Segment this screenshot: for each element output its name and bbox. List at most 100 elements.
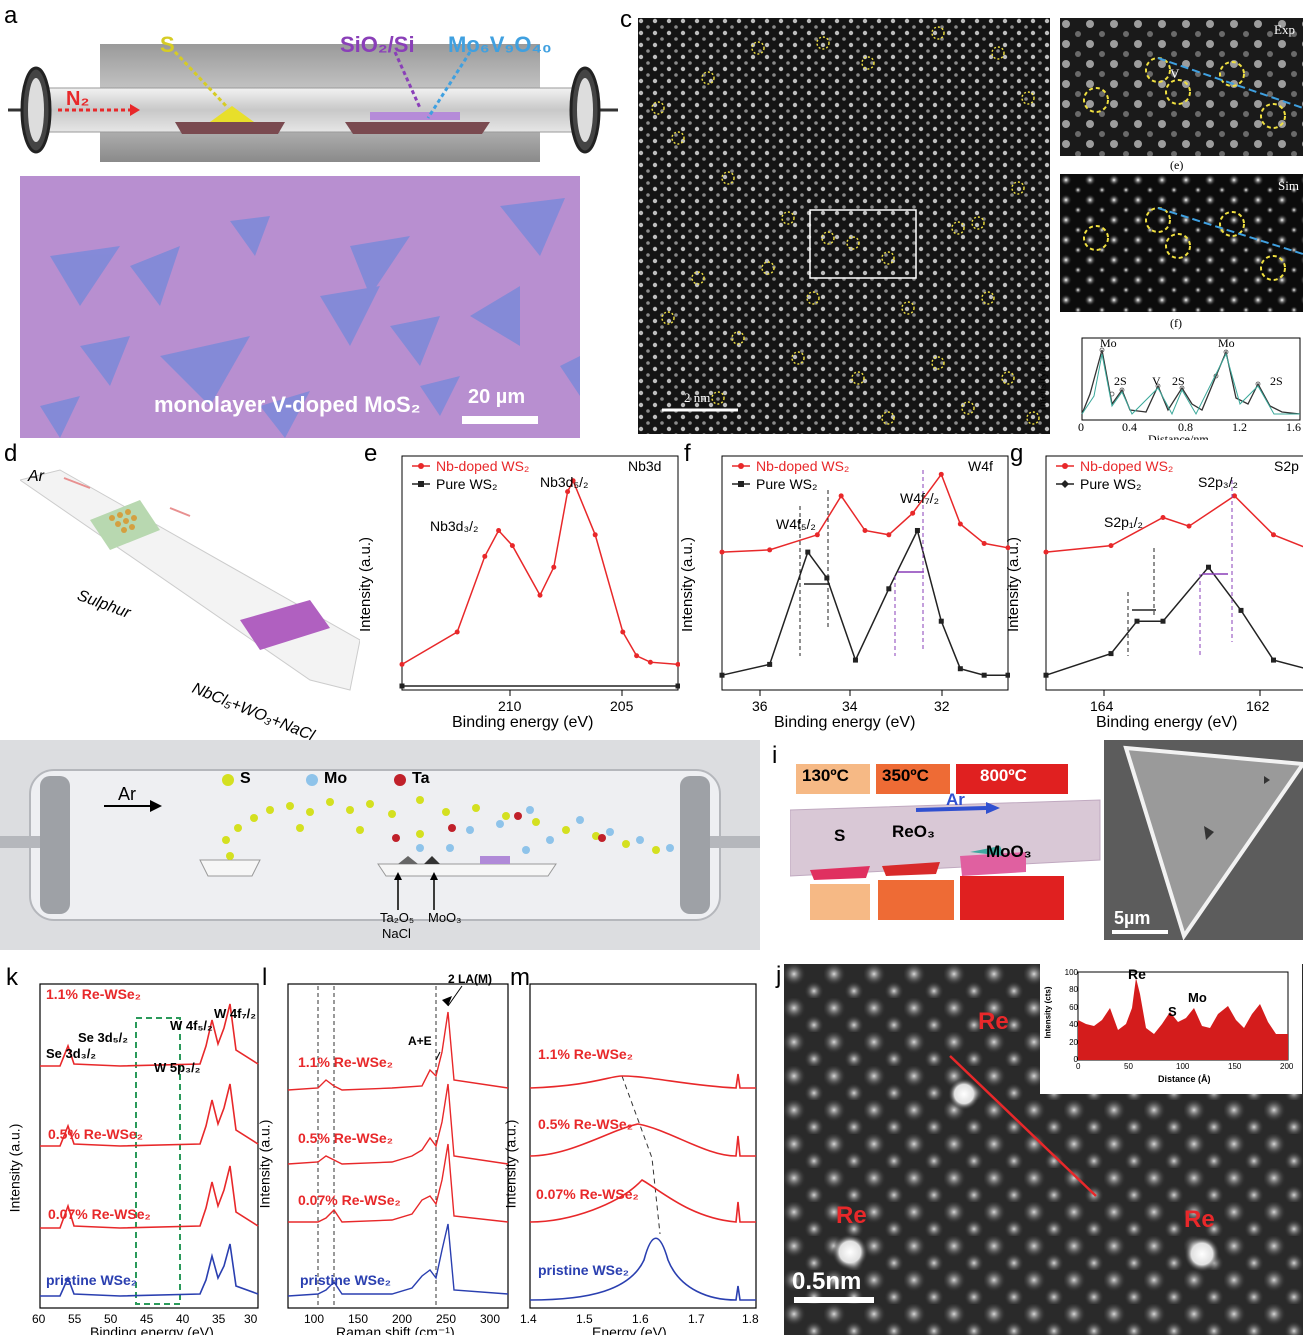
panel-letter-m: m: [510, 964, 530, 991]
panel-g-chart: [1043, 455, 1303, 696]
data-point: [620, 629, 626, 635]
data-point: [1160, 618, 1166, 624]
panel-m-xtick: 1.6: [632, 1312, 649, 1326]
data-point: [938, 471, 944, 477]
panel-j-inset-xtick: 150: [1228, 1062, 1242, 1071]
data-point: [1271, 657, 1276, 663]
panel-e-legend-nb: Nb-doped WS₂: [436, 458, 530, 474]
data-point: [805, 549, 811, 555]
panel-c-sim-label: Sim: [1278, 178, 1299, 193]
panel-letter-j: j: [776, 962, 782, 989]
panel-k-sample-4: pristine WSe₂: [46, 1272, 138, 1288]
panel-j-inset-xtick: 50: [1124, 1062, 1133, 1071]
data-point: [1005, 545, 1010, 551]
panel-i-temp-1: 130ºC: [802, 766, 849, 785]
panel-letter-e: e: [364, 440, 378, 467]
data-point: [454, 629, 460, 635]
panel-c-stem: 2 nm: [638, 18, 1050, 434]
panel-j-inset-ytick: 40: [1069, 1020, 1078, 1029]
panel-c-profile-peak-mo2: Mo: [1218, 336, 1235, 350]
data-point: [886, 532, 892, 538]
data-point: [838, 493, 844, 499]
panel-letter-f: f: [684, 440, 691, 467]
data-point: [1108, 543, 1114, 549]
panel-c-exp-label: Exp: [1274, 22, 1295, 37]
panel-g-xtick-164: 164: [1090, 698, 1114, 714]
panel-f-xtick-36: 36: [752, 698, 768, 714]
panel-c-profile-peak-v: V: [1152, 374, 1161, 388]
series-nb-doped: [1045, 494, 1303, 553]
panel-c-profile-xtick: 1.6: [1286, 420, 1301, 434]
panel-j-inset-chart: [1077, 971, 1289, 1061]
panel-c-profile-xtick: 0.4: [1122, 420, 1137, 434]
panel-j-inset-label-mo: Mo: [1188, 990, 1207, 1005]
panel-f-tag: W4f: [968, 458, 993, 474]
panel-h-moo3-label: MoO₃: [428, 910, 462, 925]
data-point: [719, 672, 725, 678]
panel-c-profile-peak-2s1: 2S: [1114, 374, 1127, 388]
panel-c-label-f: (f): [1170, 316, 1182, 330]
panel-c-profile-ylabel: Intensity/a.u.: [1036, 353, 1049, 411]
panel-m-xtick: 1.7: [688, 1312, 705, 1326]
data-point: [981, 672, 987, 678]
data-point: [767, 661, 773, 667]
panel-l-peak-2la: 2 LA(M): [448, 972, 492, 986]
panel-c-profile-xtick: 0.8: [1178, 420, 1193, 434]
panel-k-xtick: 30: [244, 1312, 258, 1326]
panel-a-n2-label: N₂: [66, 88, 90, 110]
panel-letter-k: k: [6, 964, 18, 991]
panel-g-peak-2: S2p₃/₂: [1198, 474, 1238, 490]
panel-j-inset-ytick: 80: [1069, 985, 1078, 994]
panel-m-ylabel: Intensity (a.u.): [502, 1119, 519, 1209]
panel-c-profile-peak-mo1: Mo: [1100, 336, 1117, 350]
panel-m-sample-2: 0.5% Re-WSe₂: [538, 1116, 633, 1132]
data-point: [675, 661, 680, 667]
panel-f-ylabel: Intensity (a.u.): [679, 536, 697, 633]
panel-j-stem: Re Re Re 0.5nm Intensity (cts) Re S Mo 1…: [784, 964, 1303, 1335]
data-point: [565, 489, 571, 495]
panel-k-xtick: 50: [104, 1312, 118, 1326]
panel-l-sample-3: 0.07% Re-WSe₂: [298, 1192, 401, 1208]
panel-j-re-label-1: Re: [978, 1008, 1009, 1035]
panel-l-ylabel: Intensity (a.u.): [256, 1119, 273, 1209]
panel-l-sample-2: 0.5% Re-WSe₂: [298, 1130, 393, 1146]
panel-e-peak-2: Nb3d₅/₂: [540, 474, 589, 490]
panel-a-s-label: S: [160, 32, 175, 57]
panel-c-profile-peak-2s2: 2S: [1172, 374, 1185, 388]
panel-j-scale-label: 0.5nm: [792, 1268, 862, 1295]
data-point: [981, 540, 987, 546]
panel-e-xtick-210: 210: [498, 698, 522, 714]
panel-j-inset-ytick: 20: [1069, 1038, 1078, 1047]
data-point: [647, 659, 653, 665]
panel-k-peak-w5p32: W 5p₃/₂: [154, 1060, 201, 1075]
data-point: [1232, 493, 1237, 499]
panel-k-xtick: 55: [68, 1312, 82, 1326]
panel-h-legend-s: S: [240, 770, 251, 787]
panel-m-sample-1: 1.1% Re-WSe₂: [538, 1046, 633, 1062]
panel-letter-l: l: [262, 964, 268, 991]
data-point: [537, 592, 543, 598]
panel-f-xlabel: Binding energy (eV): [774, 714, 916, 731]
panel-g-legend-pure: Pure WS₂: [1080, 476, 1142, 492]
panel-g-tag: S2p: [1274, 458, 1299, 474]
panel-l-xtick: 300: [480, 1312, 501, 1326]
panel-c-sim-image: Sim: [1060, 174, 1303, 312]
panel-h-ta2o5-label: Ta₂O₅: [380, 910, 415, 925]
panel-h-legend-ta: Ta: [412, 770, 430, 787]
panel-c-v-label: V: [1170, 66, 1180, 81]
panel-c-profile-peak-2s3: 2S: [1270, 374, 1283, 388]
panel-c-exp-lattice: [1060, 18, 1303, 156]
panel-e-ylabel: Intensity (a.u.): [357, 536, 375, 633]
data-point: [910, 510, 916, 516]
panel-j-inset-xtick: 200: [1280, 1062, 1294, 1071]
panel-letter-d: d: [4, 440, 18, 467]
panel-c-profile-xtick: 0: [1078, 420, 1084, 434]
panel-j-inset-label-s: S: [1168, 1004, 1177, 1019]
data-point: [814, 532, 820, 538]
panel-e-legend-pure: Pure WS₂: [436, 476, 498, 492]
panel-j-inset-xlabel: Distance (Å): [1158, 1074, 1211, 1084]
panel-k-sample-2: 0.5% Re-WSe₂: [48, 1126, 143, 1142]
panel-j-inset: Intensity (cts) Re S Mo 100 80 60 40 20 …: [1040, 964, 1302, 1094]
panel-k-peak-se52: Se 3d₅/₂: [78, 1030, 129, 1045]
data-point: [509, 543, 515, 549]
